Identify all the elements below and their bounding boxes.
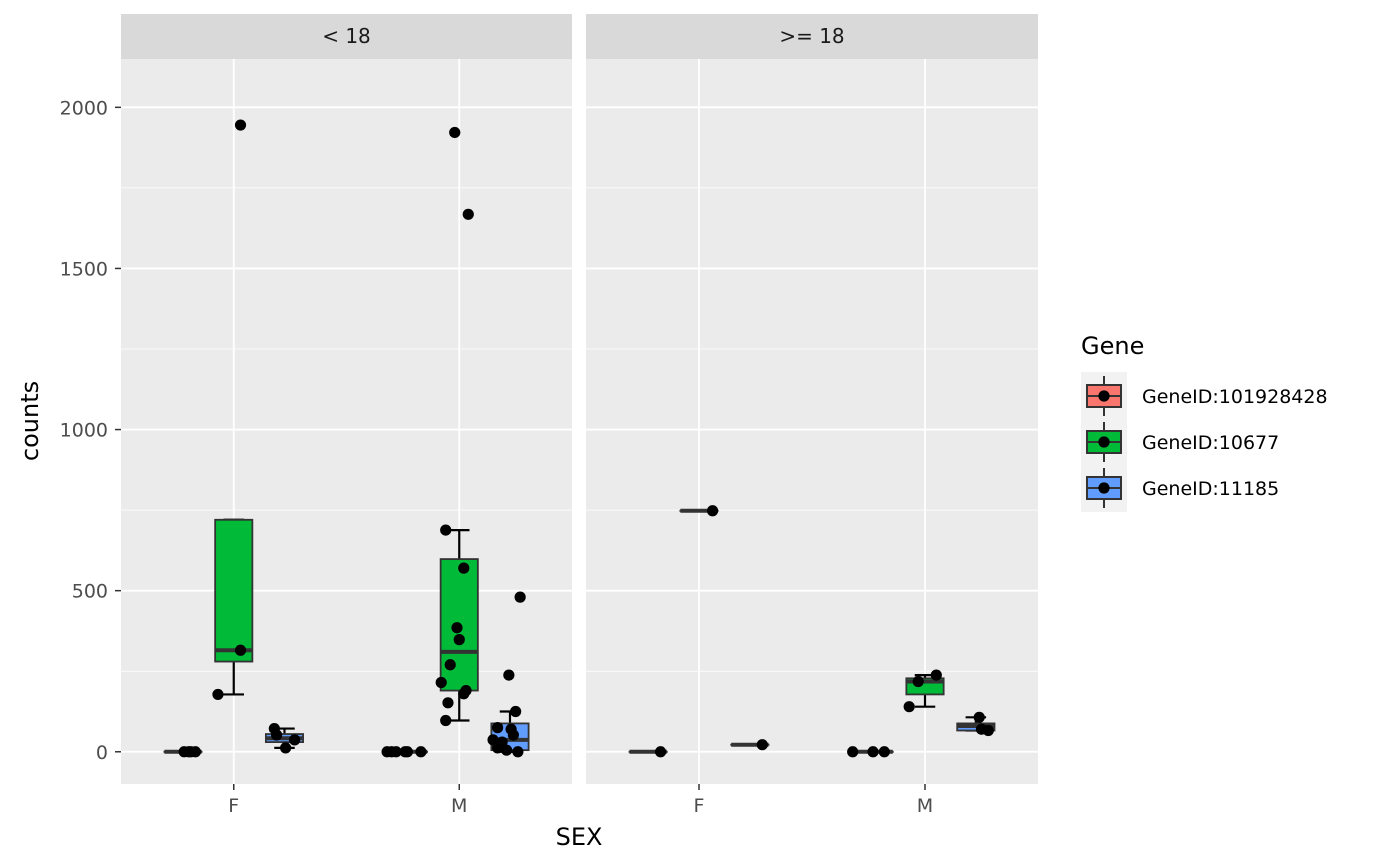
data-point (491, 722, 504, 734)
data-point (234, 119, 247, 131)
box-rect (214, 518, 254, 663)
box-plot (214, 518, 254, 696)
facet-strip-bg (121, 14, 572, 59)
data-point (289, 734, 301, 746)
data-point (451, 622, 463, 634)
data-point (449, 126, 461, 139)
data-point (982, 724, 994, 737)
x-tick-label: F (694, 795, 705, 817)
x-axis-title: SEX (556, 823, 603, 851)
data-point (507, 729, 519, 741)
y-tick-label: 2000 (60, 97, 108, 119)
data-point (973, 711, 985, 723)
y-tick-label: 1500 (60, 258, 108, 280)
x-tick-label: M (917, 795, 933, 817)
data-point (189, 746, 202, 758)
data-point (706, 505, 719, 517)
y-tick-label: 0 (96, 742, 108, 764)
data-point (212, 688, 224, 701)
legend: Gene GeneID:101928428GeneID:10677GeneID:… (1081, 332, 1328, 512)
facet-label-left: < 18 (322, 24, 371, 48)
legend-label: GeneID:10677 (1142, 432, 1279, 454)
legend-label: GeneID:11185 (1142, 478, 1279, 500)
data-point (415, 746, 427, 758)
data-point (442, 697, 454, 709)
axes: 0 500 1000 1500 2000 F M F M (60, 97, 934, 817)
legend-entry: GeneID:11185 (1086, 468, 1279, 508)
facet-strip-bg (586, 14, 1038, 59)
data-point (390, 746, 402, 758)
data-points (178, 119, 994, 758)
data-point (270, 729, 283, 741)
legend-key-point (1098, 482, 1110, 494)
data-point (458, 562, 470, 574)
data-point (462, 208, 474, 220)
data-point (756, 739, 768, 751)
x-tick-label: F (228, 795, 239, 817)
legend-entry: GeneID:101928428 (1086, 376, 1328, 416)
data-point (512, 746, 524, 758)
data-point (234, 644, 247, 656)
facet-label-right: >= 18 (779, 24, 844, 48)
data-point (930, 669, 942, 681)
data-point (514, 591, 526, 603)
data-point (440, 714, 452, 727)
data-point (280, 742, 292, 754)
data-point (867, 746, 879, 758)
legend-key-point (1098, 436, 1110, 448)
facet-strip-left: < 18 (121, 14, 572, 59)
data-point (440, 524, 452, 536)
y-axis-title: counts (16, 381, 44, 461)
x-tick-label: M (451, 795, 467, 817)
data-point (444, 659, 456, 671)
data-point (401, 746, 413, 758)
panel-background-left (121, 59, 572, 784)
data-point (435, 676, 447, 689)
data-point (654, 746, 667, 758)
data-point (903, 701, 915, 713)
panel-background-right (586, 59, 1038, 784)
data-point (878, 746, 890, 758)
y-tick-label: 1000 (60, 420, 108, 442)
data-point (501, 744, 513, 756)
legend-entries: GeneID:101928428 GeneID:10677 GeneID:11185 (1086, 376, 1328, 508)
legend-entry: GeneID:10677 (1086, 422, 1279, 462)
data-point (503, 669, 515, 681)
legend-key-point (1098, 390, 1110, 402)
data-point (912, 675, 924, 688)
data-point (510, 705, 522, 718)
legend-title: Gene (1081, 332, 1144, 360)
data-point (460, 684, 472, 697)
y-tick-label: 500 (72, 581, 108, 603)
data-point (847, 746, 859, 758)
legend-label: GeneID:101928428 (1142, 386, 1328, 408)
data-point (453, 634, 465, 646)
facet-strip-right: >= 18 (586, 14, 1038, 59)
